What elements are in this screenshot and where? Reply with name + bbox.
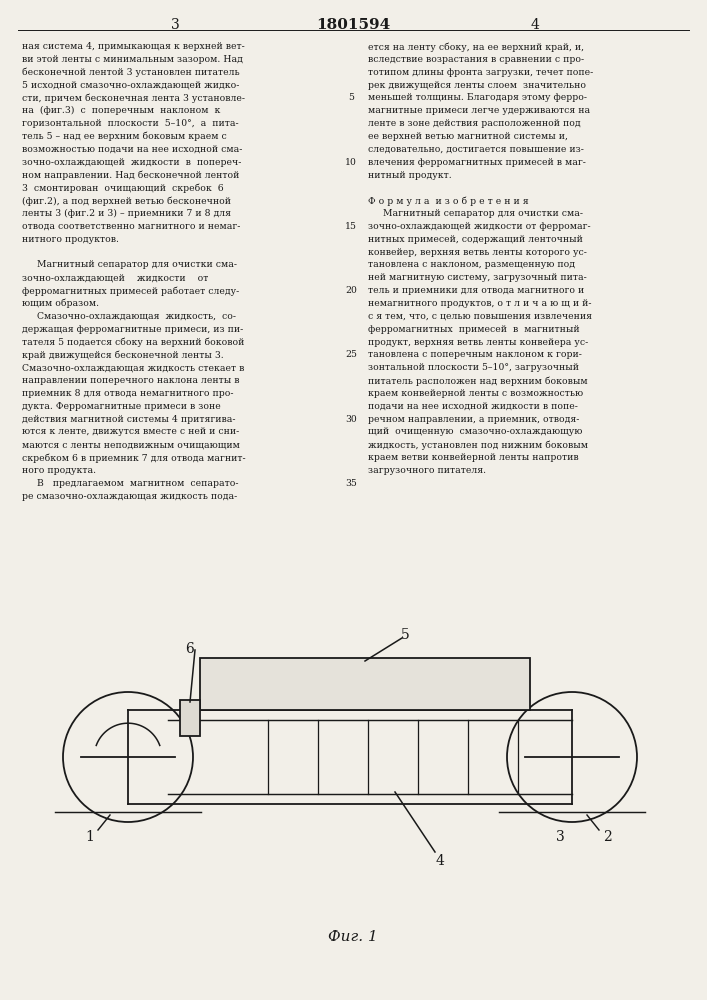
Text: зочно-охлаждающей  жидкости  в  попереч-: зочно-охлаждающей жидкости в попереч- [22,158,241,167]
Text: держащая ферромагнитные примеси, из пи-: держащая ферромагнитные примеси, из пи- [22,325,243,334]
Text: горизонтальной  плоскости  5–10°,  а  пита-: горизонтальной плоскости 5–10°, а пита- [22,119,239,128]
Text: 1801594: 1801594 [316,18,390,32]
Text: нитный продукт.: нитный продукт. [368,170,452,180]
Text: продукт, верхняя ветвь ленты конвейера ус-: продукт, верхняя ветвь ленты конвейера у… [368,338,588,347]
Text: 3  смонтирован  очищающий  скребок  6: 3 смонтирован очищающий скребок 6 [22,183,223,193]
Text: 10: 10 [345,158,357,167]
Text: Смазочно-охлаждающая жидкость стекает в: Смазочно-охлаждающая жидкость стекает в [22,363,245,372]
Text: 5: 5 [401,628,409,642]
Text: 25: 25 [345,350,357,359]
Text: немагнитного продуктов, о т л и ч а ю щ и й-: немагнитного продуктов, о т л и ч а ю щ … [368,299,592,308]
Text: направлении поперечного наклона ленты в: направлении поперечного наклона ленты в [22,376,240,385]
Text: краем конвейерной ленты с возможностью: краем конвейерной ленты с возможностью [368,389,583,398]
Text: с я тем, что, с целью повышения извлечения: с я тем, что, с целью повышения извлечен… [368,312,592,321]
Text: 30: 30 [345,415,357,424]
Text: зочно-охлаждающей жидкости от ферромаг-: зочно-охлаждающей жидкости от ферромаг- [368,222,590,231]
Text: питатель расположен над верхним боковым: питатель расположен над верхним боковым [368,376,588,386]
Text: бесконечной лентой 3 установлен питатель: бесконечной лентой 3 установлен питатель [22,68,240,77]
Text: речном направлении, а приемник, отводя-: речном направлении, а приемник, отводя- [368,415,579,424]
Text: ется на ленту сбоку, на ее верхний край, и,: ется на ленту сбоку, на ее верхний край,… [368,42,584,51]
Text: ленты 3 (фиг.2 и 3) – приемники 7 и 8 для: ленты 3 (фиг.2 и 3) – приемники 7 и 8 дл… [22,209,231,218]
Text: В   предлагаемом  магнитном  сепарато-: В предлагаемом магнитном сепарато- [22,479,238,488]
Text: ви этой ленты с минимальным зазором. Над: ви этой ленты с минимальным зазором. Над [22,55,243,64]
Text: 15: 15 [345,222,357,231]
Text: 1: 1 [86,830,95,844]
Text: ре смазочно-охлаждающая жидкость пода-: ре смазочно-охлаждающая жидкость пода- [22,492,238,501]
Text: краем ветви конвейерной ленты напротив: краем ветви конвейерной ленты напротив [368,453,578,462]
Text: возможностью подачи на нее исходной сма-: возможностью подачи на нее исходной сма- [22,145,243,154]
Text: 3: 3 [556,830,564,844]
Text: 5: 5 [348,93,354,102]
Text: 3: 3 [170,18,180,32]
Text: подачи на нее исходной жидкости в попе-: подачи на нее исходной жидкости в попе- [368,402,578,411]
Text: ном направлении. Над бесконечной лентой: ном направлении. Над бесконечной лентой [22,170,240,180]
Text: щий  очищенную  смазочно-охлаждающую: щий очищенную смазочно-охлаждающую [368,428,583,436]
Text: 20: 20 [345,286,357,295]
Text: скребком 6 в приемник 7 для отвода магнит-: скребком 6 в приемник 7 для отвода магни… [22,453,245,463]
Text: ленте в зоне действия расположенной под: ленте в зоне действия расположенной под [368,119,580,128]
Text: вследствие возрастания в сравнении с про-: вследствие возрастания в сравнении с про… [368,55,584,64]
Text: ного продукта.: ного продукта. [22,466,96,475]
Text: нитного продуктов.: нитного продуктов. [22,235,119,244]
Text: Ф о р м у л а  и з о б р е т е н и я: Ф о р м у л а и з о б р е т е н и я [368,196,529,206]
Text: дукта. Ферромагнитные примеси в зоне: дукта. Ферромагнитные примеси в зоне [22,402,221,411]
Text: тотипом длины фронта загрузки, течет попе-: тотипом длины фронта загрузки, течет поп… [368,68,593,77]
Text: следовательно, достигается повышение из-: следовательно, достигается повышение из- [368,145,584,154]
Text: загрузочного питателя.: загрузочного питателя. [368,466,486,475]
Text: тель 5 – над ее верхним боковым краем с: тель 5 – над ее верхним боковым краем с [22,132,227,141]
Text: магнитные примеси легче удерживаются на: магнитные примеси легче удерживаются на [368,106,590,115]
Text: 35: 35 [345,479,357,488]
Text: тель и приемники для отвода магнитного и: тель и приемники для отвода магнитного и [368,286,584,295]
Text: ферромагнитных  примесей  в  магнитный: ферромагнитных примесей в магнитный [368,325,580,334]
Text: 2: 2 [602,830,612,844]
Text: 4: 4 [530,18,539,32]
Text: тановлена с наклоном, размещенную под: тановлена с наклоном, размещенную под [368,260,575,269]
Text: ферромагнитных примесей работает следу-: ферромагнитных примесей работает следу- [22,286,239,296]
Text: зонтальной плоскости 5–10°, загрузочный: зонтальной плоскости 5–10°, загрузочный [368,363,579,372]
Text: конвейер, верхняя ветвь ленты которого ус-: конвейер, верхняя ветвь ленты которого у… [368,248,587,257]
Text: 4: 4 [436,854,445,868]
Text: маются с ленты неподвижным очищающим: маются с ленты неподвижным очищающим [22,440,240,449]
Text: сти, причем бесконечная лента 3 установле-: сти, причем бесконечная лента 3 установл… [22,93,245,103]
Text: на  (фиг.3)  с  поперечным  наклоном  к: на (фиг.3) с поперечным наклоном к [22,106,221,115]
Bar [200,658,530,710]
Text: отвода соответственно магнитного и немаг-: отвода соответственно магнитного и немаг… [22,222,240,231]
Text: приемник 8 для отвода немагнитного про-: приемник 8 для отвода немагнитного про- [22,389,233,398]
Text: тановлена с поперечным наклоном к гори-: тановлена с поперечным наклоном к гори- [368,350,582,359]
Text: тателя 5 подается сбоку на верхний боковой: тателя 5 подается сбоку на верхний боков… [22,338,245,347]
Text: (фиг.2), а под верхней ветью бесконечной: (фиг.2), а под верхней ветью бесконечной [22,196,231,206]
Text: ней магнитную систему, загрузочный пита-: ней магнитную систему, загрузочный пита- [368,273,587,282]
Text: 6: 6 [186,642,194,656]
Text: зочно-охлаждающей    жидкости    от: зочно-охлаждающей жидкости от [22,273,209,282]
Text: Фиг. 1: Фиг. 1 [328,930,378,944]
Text: действия магнитной системы 4 притягива-: действия магнитной системы 4 притягива- [22,415,235,424]
Text: ее верхней ветью магнитной системы и,: ее верхней ветью магнитной системы и, [368,132,568,141]
Bar [180,700,200,736]
Text: влечения ферромагнитных примесей в маг-: влечения ферромагнитных примесей в маг- [368,158,586,167]
Text: Смазочно-охлаждающая  жидкость,  со-: Смазочно-охлаждающая жидкость, со- [22,312,236,321]
Text: нитных примесей, содержащий ленточный: нитных примесей, содержащий ленточный [368,235,583,244]
Text: Магнитный сепаратор для очистки сма-: Магнитный сепаратор для очистки сма- [22,260,237,269]
Text: 5 исходной смазочно-охлаждающей жидко-: 5 исходной смазочно-охлаждающей жидко- [22,81,240,90]
Text: жидкость, установлен под нижним боковым: жидкость, установлен под нижним боковым [368,440,588,450]
Text: край движущейся бесконечной ленты 3.: край движущейся бесконечной ленты 3. [22,350,223,360]
Text: ная система 4, примыкающая к верхней вет-: ная система 4, примыкающая к верхней вет… [22,42,245,51]
Text: меньшей толщины. Благодаря этому ферро-: меньшей толщины. Благодаря этому ферро- [368,93,587,102]
Text: Магнитный сепаратор для очистки сма-: Магнитный сепаратор для очистки сма- [368,209,583,218]
Text: рек движущейся ленты слоем  значительно: рек движущейся ленты слоем значительно [368,81,586,90]
Text: ющим образом.: ющим образом. [22,299,99,308]
Text: ются к ленте, движутся вместе с ней и сни-: ются к ленте, движутся вместе с ней и сн… [22,428,239,436]
